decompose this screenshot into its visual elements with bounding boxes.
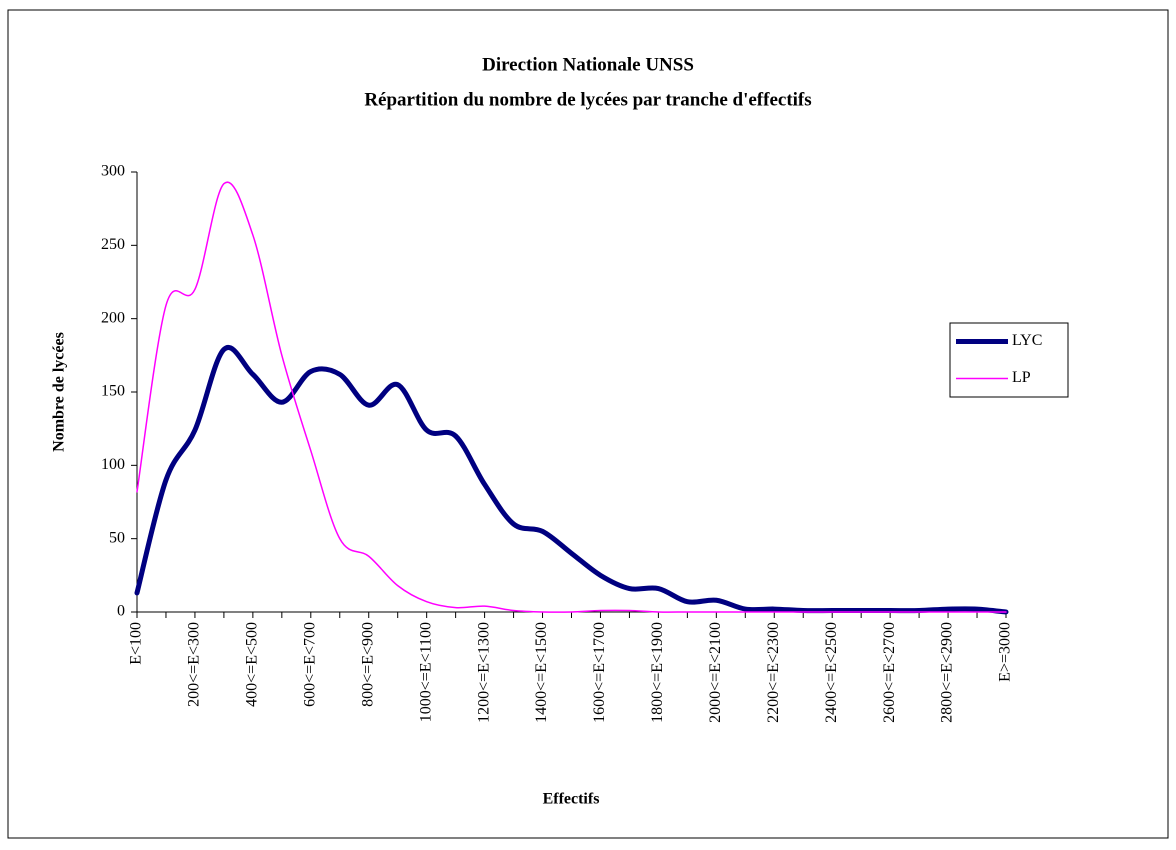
frame xyxy=(7,9,1169,839)
x-tick-label: 400<=E<500 xyxy=(244,622,261,707)
x-axis-label: Effectifs xyxy=(543,791,600,808)
series-line xyxy=(134,345,1009,615)
chart-subtitle: Répartition du nombre de lycées par tran… xyxy=(364,89,811,110)
y-tick-label: 300 xyxy=(101,163,125,180)
x-tick-label: 2800<=E<2900 xyxy=(939,622,956,723)
y-axis-label: Nombre de lycées xyxy=(51,332,68,452)
y-tick-label: 200 xyxy=(101,309,125,326)
x-tick-label: 2200<=E<2300 xyxy=(765,622,782,723)
x-tick-label: 1200<=E<1300 xyxy=(475,622,492,723)
y-tick-label: 250 xyxy=(101,236,125,253)
x-tick-label: 2400<=E<2500 xyxy=(823,622,840,723)
y-tick-label: 50 xyxy=(109,529,125,546)
y-tick-label: 150 xyxy=(101,383,125,400)
legend-box xyxy=(949,322,1069,398)
x-tick-label: 1800<=E<1900 xyxy=(649,622,666,723)
x-tick-label: 600<=E<700 xyxy=(301,622,318,707)
x-tick-label: 2600<=E<2700 xyxy=(881,622,898,723)
x-tick-label: E>=3000 xyxy=(997,622,1014,682)
chart-title: Direction Nationale UNSS xyxy=(482,54,694,75)
x-tick-label: 200<=E<300 xyxy=(186,622,203,707)
x-tick-label: 1400<=E<1500 xyxy=(533,622,550,723)
x-tick-label: 1000<=E<1100 xyxy=(417,622,434,722)
x-tick-label: E<100 xyxy=(128,622,145,665)
y-tick-label: 0 xyxy=(117,603,125,620)
y-tick-label: 100 xyxy=(101,456,125,473)
legend-label: LYC xyxy=(1012,332,1042,349)
legend-label: LP xyxy=(1012,369,1031,386)
x-tick-label: 2000<=E<2100 xyxy=(707,622,724,723)
x-tick-label: 800<=E<900 xyxy=(359,622,376,707)
x-tick-label: 1600<=E<1700 xyxy=(591,622,608,723)
series-line xyxy=(136,181,1007,613)
